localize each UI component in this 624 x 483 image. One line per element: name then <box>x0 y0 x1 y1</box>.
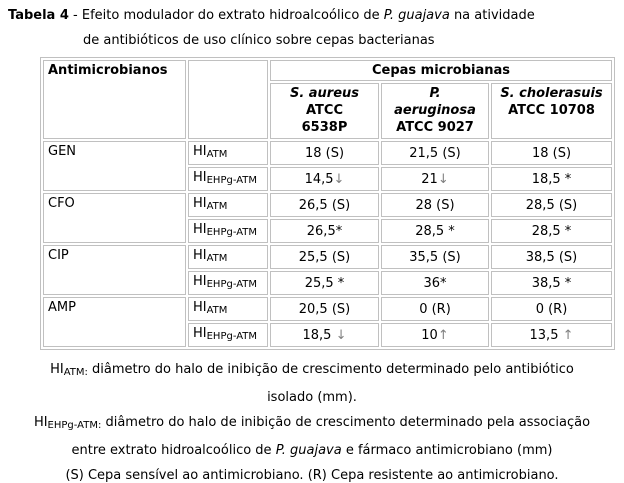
value-cell: 18 (S) <box>270 141 379 165</box>
header-antimicrobianos: Antimicrobianos <box>43 60 186 139</box>
page: Tabela 4 - Efeito modulador do extrato h… <box>0 8 624 483</box>
caption-separator: - <box>68 8 82 23</box>
table-caption-line-2: de antibióticos de uso clínico sobre cep… <box>83 33 435 48</box>
value-cell: 25,5 * <box>270 271 379 295</box>
effect-arrow: ↓ <box>333 171 345 187</box>
hi-ehpg-subscript: EHPg-ATM: <box>47 420 102 431</box>
caption-species-name: P. guajava <box>383 8 450 23</box>
value-cell: 28,5 * <box>381 219 489 243</box>
value-cell: 28,5 (S) <box>491 193 613 217</box>
antibiotic-cip: CIP <box>43 245 186 295</box>
effect-arrow: ↓ <box>331 327 347 343</box>
value-cell: 0 (R) <box>381 297 489 321</box>
table-row: AMP HIATM 20,5 (S) 0 (R) 0 (R) <box>43 297 613 347</box>
hi-atm-subscript: ATM <box>206 149 228 160</box>
header-cepas-microbianas: Cepas microbianas <box>270 60 613 81</box>
hi-ehpg-label: HIEHPg-ATM <box>188 323 268 347</box>
value-cell: 26,5* <box>270 219 379 243</box>
hi-ehpg-label: HIEHPg-ATM <box>188 167 268 191</box>
strain-atcc-code: ATCC 10708 <box>508 103 595 118</box>
header-row-2: S. aureus ATCC 6538P P. aeruginosa ATCC 90… <box>43 83 613 139</box>
hi-atm-subscript: ATM: <box>63 367 88 378</box>
hi-atm-label: HIATM <box>188 193 268 217</box>
hi-prefix: HI <box>193 300 207 315</box>
table-row: HIEHPg-ATM 14,5↓ 21↓ 18,5 * <box>43 167 613 191</box>
value-cell: 36* <box>381 271 489 295</box>
value-cell: 18,5 ↓ <box>270 323 379 347</box>
value-cell: 38,5 * <box>491 271 613 295</box>
hi-ehpg-subscript: EHPg-ATM <box>206 331 258 342</box>
footnote-line-4: entre extrato hidroalcoólico de P. guaja… <box>71 443 553 458</box>
table-row: HIEHPg-ATM 26,5* 28,5 * 28,5 * <box>43 219 613 243</box>
value-cell: 28 (S) <box>381 193 489 217</box>
hi-atm-subscript: ATM <box>206 201 228 212</box>
header-empty-cell <box>188 60 268 139</box>
hi-atm-label: HIATM <box>188 297 268 321</box>
strain-species-name: S. cholerasuis <box>500 86 603 101</box>
value-cell: 38,5 (S) <box>491 245 613 269</box>
value-cell: 0 (R) <box>491 297 613 321</box>
antibiotic-cfo: CFO <box>43 193 186 243</box>
caption-text-before: Efeito modulador do extrato hidroalcoóli… <box>81 8 384 23</box>
strain-atcc-code: ATCC 9027 <box>396 120 474 135</box>
antibiotic-gen: GEN <box>43 141 186 191</box>
value-cell: 21,5 (S) <box>381 141 489 165</box>
footnote-line-5: (S) Cepa sensível ao antimicrobiano. (R)… <box>65 468 559 483</box>
hi-prefix: HI <box>193 248 207 263</box>
hi-prefix: HI <box>193 274 207 289</box>
table-row: HIEHPg-ATM 25,5 * 36* 38,5 * <box>43 271 613 295</box>
hi-prefix: HI <box>193 144 207 159</box>
hi-prefix: HI <box>193 326 207 341</box>
hi-atm-subscript: ATM <box>206 305 228 316</box>
value-cell: 20,5 (S) <box>270 297 379 321</box>
value-cell: 28,5 * <box>491 219 613 243</box>
table-row: GEN HIATM 18 (S) 21,5 (S) 18 (S) <box>43 141 613 191</box>
hi-ehpg-subscript: EHPg-ATM <box>206 279 258 290</box>
header-row-1: Antimicrobianos Cepas microbianas <box>43 60 613 139</box>
value-cell: 14,5↓ <box>270 167 379 191</box>
strain-header-s-aureus: S. aureus ATCC 6538P <box>270 83 379 139</box>
value-cell: 13,5 ↑ <box>491 323 613 347</box>
strain-header-p-aeruginosa: P. aeruginosa ATCC 9027 <box>381 83 489 139</box>
hi-ehpg-subscript: EHPg-ATM <box>206 175 258 186</box>
effect-arrow: ↑ <box>558 327 574 343</box>
table-row: CFO HIATM 26,5 (S) 28 (S) 28,5 (S) <box>43 193 613 243</box>
footnotes: HIATM: diâmetro do halo de inibição de c… <box>0 357 624 483</box>
hi-ehpg-label: HIEHPg-ATM <box>188 271 268 295</box>
value-cell: 10↑ <box>381 323 489 347</box>
results-table: Antimicrobianos Cepas microbianas S. aur… <box>40 57 616 350</box>
caption-text-after: na atividade <box>449 8 535 23</box>
strain-species-name: S. aureus <box>289 86 360 101</box>
value-cell: 35,5 (S) <box>381 245 489 269</box>
hi-atm-label: HIATM <box>188 245 268 269</box>
footnote-line-3: HIEHPg-ATM: diâmetro do halo de inibição… <box>33 415 591 431</box>
value-cell: 18,5 * <box>491 167 613 191</box>
hi-ehpg-label: HIEHPg-ATM <box>188 219 268 243</box>
hi-prefix: HI <box>193 170 207 185</box>
strain-atcc-code: ATCC 6538P <box>301 103 348 135</box>
footnote-species-name: P. guajava <box>275 443 342 458</box>
footnote-line-2: isolado (mm). <box>267 390 357 405</box>
footnote-line-1: HIATM: diâmetro do halo de inibição de c… <box>50 362 574 378</box>
effect-arrow: ↑ <box>437 327 449 343</box>
strain-header-s-cholerasuis: S. cholerasuis ATCC 10708 <box>491 83 613 139</box>
strain-species-name: P. aeruginosa <box>394 86 476 118</box>
hi-prefix: HI <box>193 196 207 211</box>
value-cell: 18 (S) <box>491 141 613 165</box>
value-cell: 26,5 (S) <box>270 193 379 217</box>
table-row: CIP HIATM 25,5 (S) 35,5 (S) 38,5 (S) <box>43 245 613 295</box>
hi-ehpg-subscript: EHPg-ATM <box>206 227 258 238</box>
table-caption-label: Tabela 4 <box>8 8 69 23</box>
value-cell: 25,5 (S) <box>270 245 379 269</box>
value-cell: 21↓ <box>381 167 489 191</box>
antibiotic-amp: AMP <box>43 297 186 347</box>
hi-atm-subscript: ATM <box>206 253 228 264</box>
table-row: HIEHPg-ATM 18,5 ↓ 10↑ 13,5 ↑ <box>43 323 613 347</box>
hi-prefix: HI <box>193 222 207 237</box>
hi-atm-label: HIATM <box>188 141 268 165</box>
effect-arrow: ↓ <box>437 171 449 187</box>
table-caption-line-1: Tabela 4 - Efeito modulador do extrato h… <box>8 8 624 23</box>
